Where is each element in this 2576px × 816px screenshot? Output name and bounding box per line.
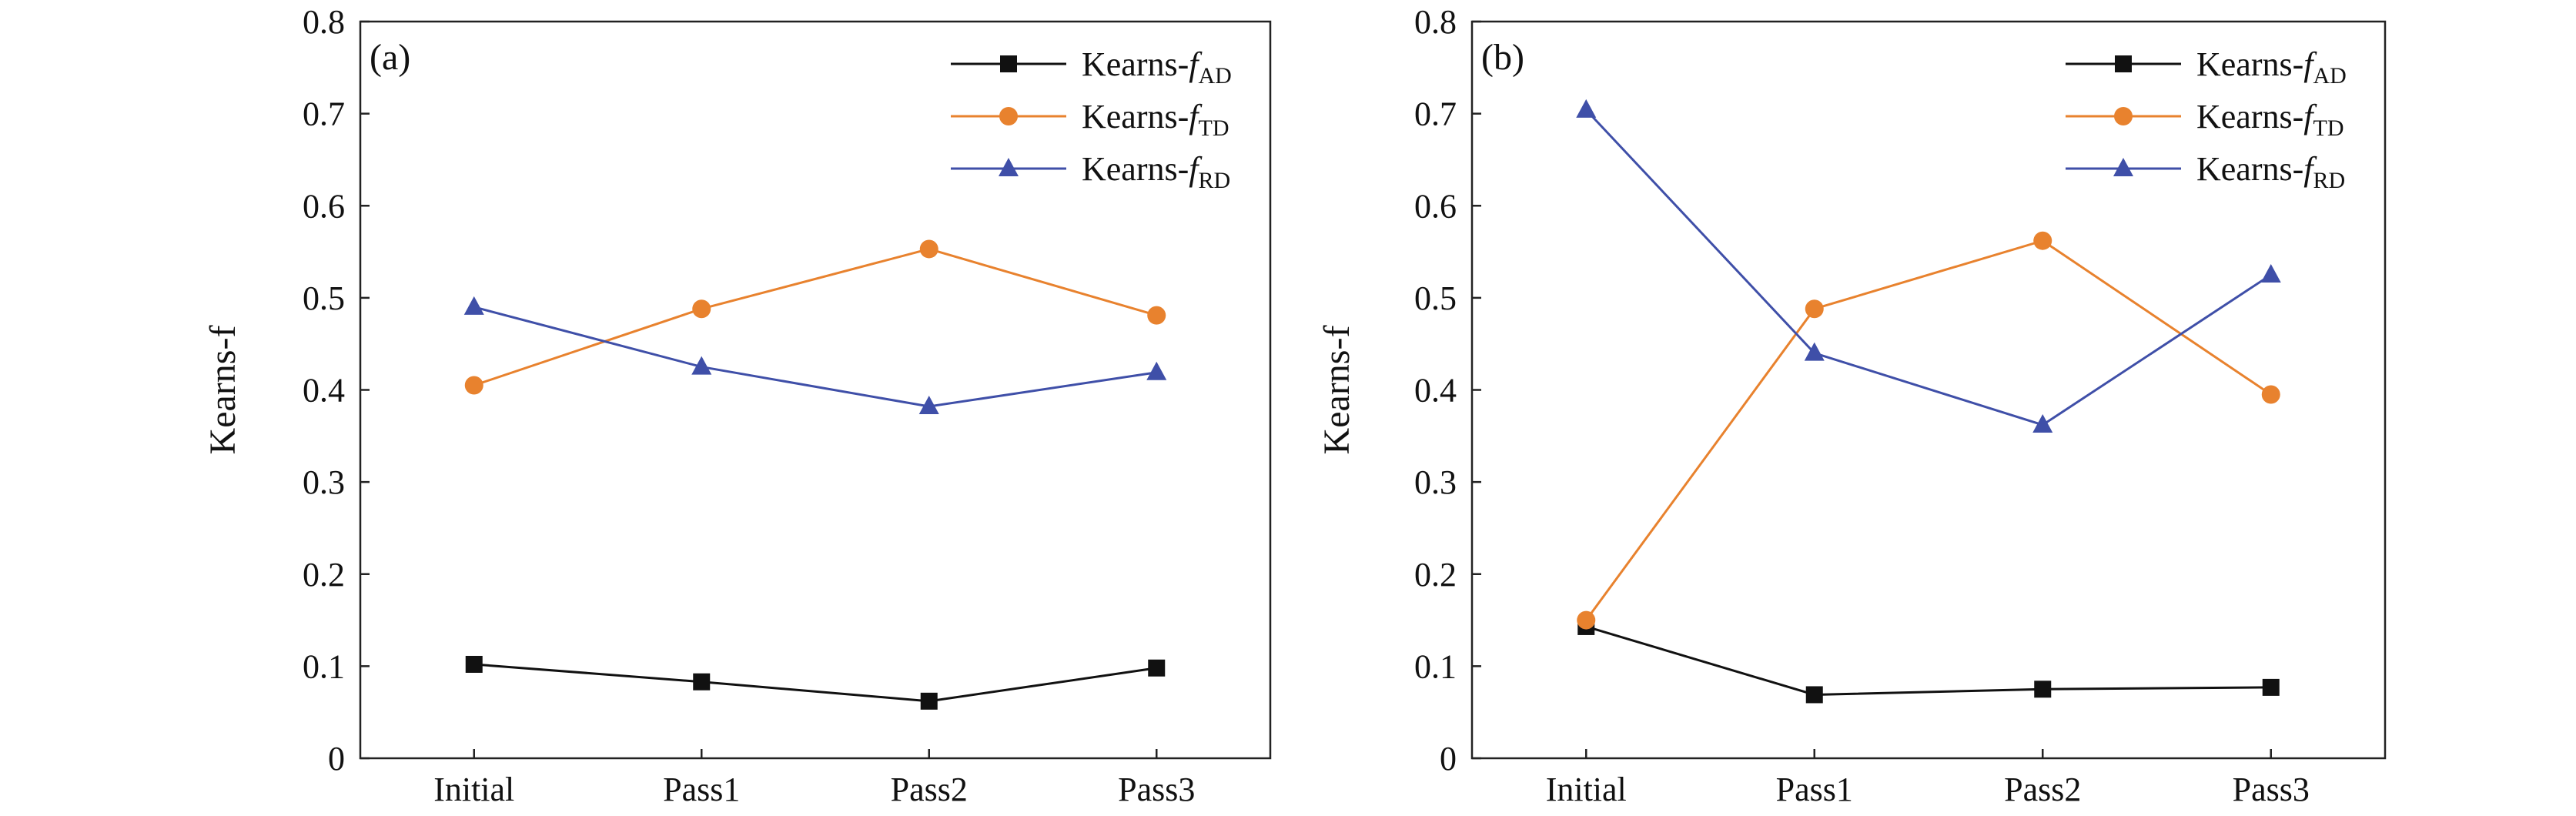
y-tick-label: 0.4	[303, 372, 345, 410]
legend-entry-ad: Kearns-fAD	[2196, 45, 2347, 89]
data-point-rd	[1804, 342, 1825, 361]
x-tick-label: Pass3	[2233, 771, 2310, 808]
data-point-td	[464, 376, 483, 395]
data-point-rd	[463, 296, 484, 315]
y-axis-title: Kearns-f	[202, 326, 243, 455]
legend-entry-td: Kearns-fTD	[1082, 98, 1229, 141]
data-point-ad	[693, 673, 711, 691]
data-point-ad	[1805, 686, 1823, 704]
x-tick-label: Initial	[1546, 771, 1627, 808]
data-point-ad	[1148, 659, 1166, 677]
y-tick-label: 0.3	[303, 463, 345, 501]
series-line-td	[473, 247, 1157, 386]
data-point-rd	[691, 356, 712, 375]
data-point-td	[2033, 231, 2052, 250]
data-point-td	[1147, 306, 1166, 325]
y-tick-label: 0.1	[1414, 647, 1457, 685]
data-point-td	[1577, 610, 1596, 630]
x-tick-label: Pass2	[2004, 771, 2081, 808]
data-point-td	[1805, 299, 1824, 319]
y-tick-label: 0.2	[303, 556, 345, 594]
y-tick-label: 0.1	[303, 647, 345, 685]
legend-marker	[999, 158, 1019, 176]
legend-marker	[2114, 107, 2133, 125]
legend-marker	[2113, 158, 2133, 176]
series-line-ad	[1585, 625, 2271, 696]
y-axis-title: Kearns-f	[1316, 326, 1357, 455]
y-tick-label: 0.7	[303, 95, 345, 133]
y-tick-label: 0.6	[1414, 187, 1457, 225]
data-point-td	[692, 299, 711, 319]
legend-marker	[999, 107, 1018, 125]
data-point-rd	[1576, 99, 1597, 118]
y-tick-label: 0.4	[1414, 372, 1457, 410]
data-point-rd	[2260, 263, 2281, 283]
y-tick-label: 0.5	[1414, 279, 1457, 317]
x-tick-label: Initial	[433, 771, 514, 808]
legend-entry-rd: Kearns-fRD	[2196, 150, 2345, 193]
y-tick-label: 0.5	[303, 279, 345, 317]
data-point-rd	[2032, 413, 2053, 433]
y-tick-label: 0	[328, 740, 345, 778]
chart-panel-a: 0 0.1 0.2 0.3 0.4 0.5 0.6 0.7 0.8 Initial Pass1 Pas…	[202, 3, 1272, 808]
y-tick-label: 0.3	[1414, 463, 1457, 501]
data-point-td	[2261, 385, 2280, 404]
y-tick-label: 0.8	[303, 3, 345, 41]
y-tick-label: 0	[1440, 740, 1457, 778]
x-tick-label: Pass1	[1776, 771, 1853, 808]
y-tick-label: 0.7	[1414, 95, 1457, 133]
x-tick-label: Pass1	[663, 771, 740, 808]
data-point-ad	[920, 692, 938, 710]
data-point-td	[919, 239, 938, 259]
legend-marker	[1000, 55, 1017, 72]
chart-panel-b: 0 0.1 0.2 0.3 0.4 0.5 0.6 0.7 0.8 Initial Pass1 Pas…	[1316, 3, 2387, 808]
series-line-td	[1585, 239, 2272, 621]
y-tick-label: 0.8	[1414, 3, 1457, 41]
series-line-rd	[473, 306, 1157, 408]
series-line-rd	[1585, 109, 2272, 426]
x-tick-label: Pass3	[1118, 771, 1195, 808]
series-line-ad	[473, 663, 1157, 703]
data-point-rd	[918, 396, 939, 415]
y-tick-label: 0.6	[303, 187, 345, 225]
data-point-ad	[2262, 678, 2280, 696]
x-tick-label: Pass2	[891, 771, 968, 808]
legend-entry-td: Kearns-fTD	[2196, 98, 2344, 141]
legend-entry-ad: Kearns-fAD	[1082, 45, 1232, 89]
panel-label: (b)	[1481, 37, 1524, 78]
y-tick-label: 0.2	[1414, 556, 1457, 594]
panel-label: (a)	[370, 37, 410, 78]
legend-entry-rd: Kearns-fRD	[1082, 150, 1230, 193]
legend-marker	[2115, 55, 2132, 72]
data-point-ad	[465, 655, 483, 673]
data-point-rd	[1146, 361, 1167, 380]
data-point-ad	[2034, 681, 2052, 698]
